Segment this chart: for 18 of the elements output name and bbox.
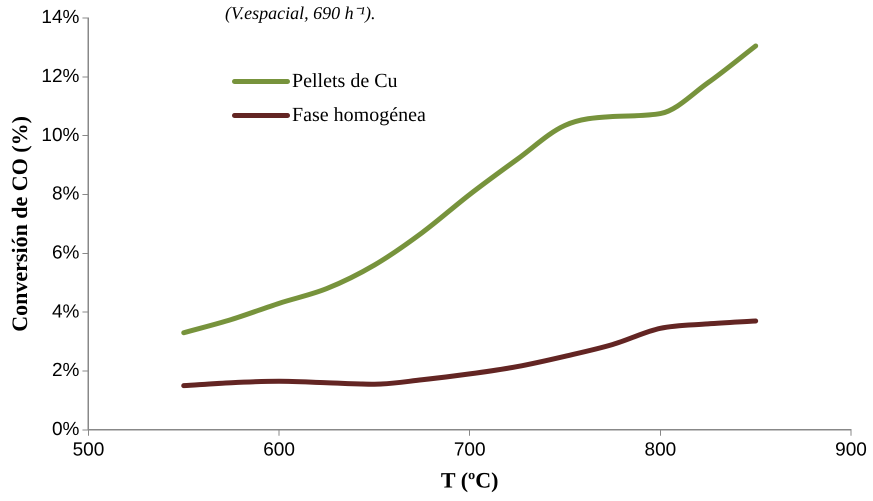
- y-tick-label: 14%: [41, 7, 80, 28]
- x-axis-title: T (ºC): [440, 467, 499, 492]
- y-tick-label: 4%: [52, 301, 80, 322]
- annotation: (V.espacial, 690 h⁻¹).: [225, 2, 376, 24]
- x-tick-label: 500: [72, 439, 104, 460]
- x-tick-label: 700: [454, 439, 486, 460]
- y-tick-label: 2%: [52, 360, 80, 382]
- x-tick-label: 600: [263, 439, 295, 460]
- y-tick-label: 10%: [41, 124, 80, 146]
- legend-label: Pellets de Cu: [292, 70, 398, 92]
- legend-label: Fase homogénea: [292, 104, 426, 126]
- x-tick-label: 900: [835, 439, 867, 460]
- y-tick-label: 12%: [41, 66, 80, 88]
- x-tick-label: 800: [644, 439, 676, 460]
- y-tick-label: 8%: [52, 184, 80, 205]
- y-tick-label: 0%: [52, 419, 80, 440]
- y-tick-label: 6%: [52, 242, 80, 264]
- y-axis-title: Conversión de CO (%): [6, 116, 32, 332]
